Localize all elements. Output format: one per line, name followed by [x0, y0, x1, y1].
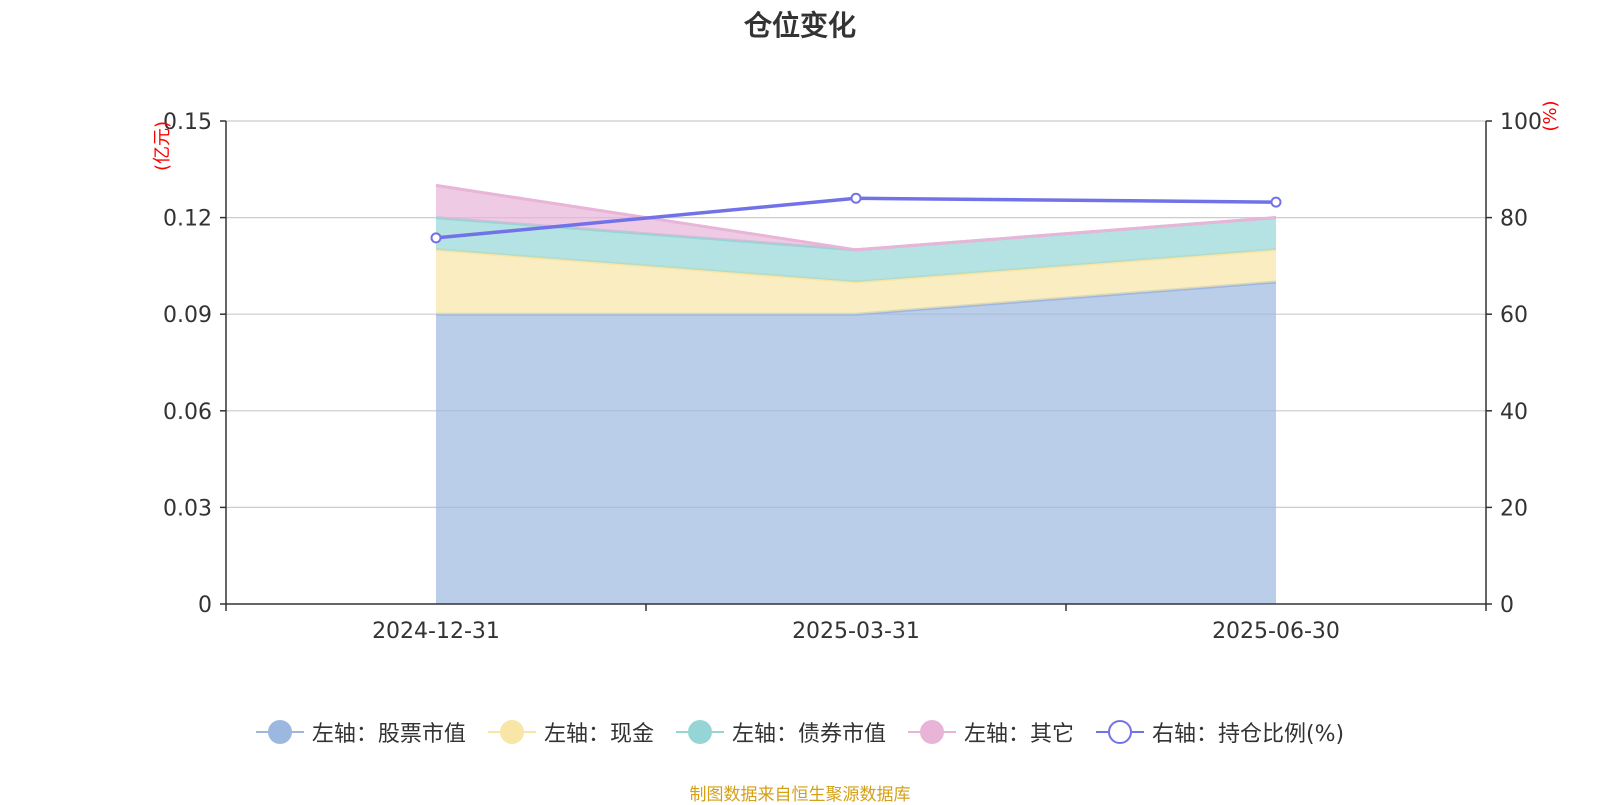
legend-label: 左轴：现金: [543, 722, 654, 747]
legend-label: 左轴：其它: [963, 722, 1074, 747]
chart-title: 仓位变化: [743, 9, 856, 42]
legend-marker-icon: [675, 719, 724, 745]
data-source-note: 制图数据来自恒生聚源数据库: [689, 785, 911, 805]
legend-item[interactable]: 左轴：股票市值: [255, 716, 466, 748]
right-tick-label: 100: [1500, 110, 1542, 135]
left-tick-label: 0.15: [163, 110, 212, 135]
x-tick-label: 2025-06-30: [1212, 619, 1340, 644]
legend: 左轴：股票市值 左轴：现金 左轴：债券市值 左轴：其它 右轴：持仓比例(%): [0, 716, 1600, 748]
left-axis-unit: (亿元): [152, 121, 173, 171]
right-tick-label: 60: [1500, 303, 1528, 328]
legend-item[interactable]: 右轴：持仓比例(%): [1095, 716, 1345, 748]
legend-marker-icon: [907, 719, 956, 745]
chart-area: 0 0.03 0.06 0.09 0.12 0.15 0 20 40 60 80 100 2024-12…: [152, 100, 1561, 644]
legend-marker-icon: [487, 719, 536, 745]
legend-item[interactable]: 左轴：现金: [487, 716, 654, 748]
left-tick-label: 0: [198, 593, 212, 618]
right-axis-unit: (%): [1540, 100, 1561, 131]
legend-item[interactable]: 左轴：债券市值: [675, 716, 886, 748]
area-edge-左轴：其它: [435, 183, 1277, 252]
legend-marker-icon: [255, 719, 304, 745]
area-左轴：其它: [436, 185, 1276, 250]
left-tick-label: 0.03: [163, 496, 212, 521]
legend-label: 右轴：持仓比例(%): [1151, 722, 1345, 747]
line-point: [850, 192, 862, 204]
line-point: [1270, 196, 1282, 208]
legend-item[interactable]: 左轴：其它: [907, 716, 1074, 748]
legend-marker-icon: [1095, 719, 1144, 745]
x-tick-label: 2024-12-31: [372, 619, 500, 644]
right-tick-label: 0: [1500, 593, 1514, 618]
right-tick-label: 40: [1500, 400, 1528, 425]
legend-label: 左轴：股票市值: [311, 722, 466, 747]
left-tick-label: 0.09: [163, 303, 212, 328]
left-tick-label: 0.12: [163, 207, 212, 232]
right-tick-label: 80: [1500, 207, 1528, 232]
x-tick-label: 2025-03-31: [792, 619, 920, 644]
right-tick-label: 20: [1500, 496, 1528, 521]
line-point: [430, 232, 442, 244]
legend-label: 左轴：债券市值: [731, 722, 886, 747]
area-左轴：股票市值: [436, 282, 1276, 604]
left-tick-label: 0.06: [163, 400, 212, 425]
